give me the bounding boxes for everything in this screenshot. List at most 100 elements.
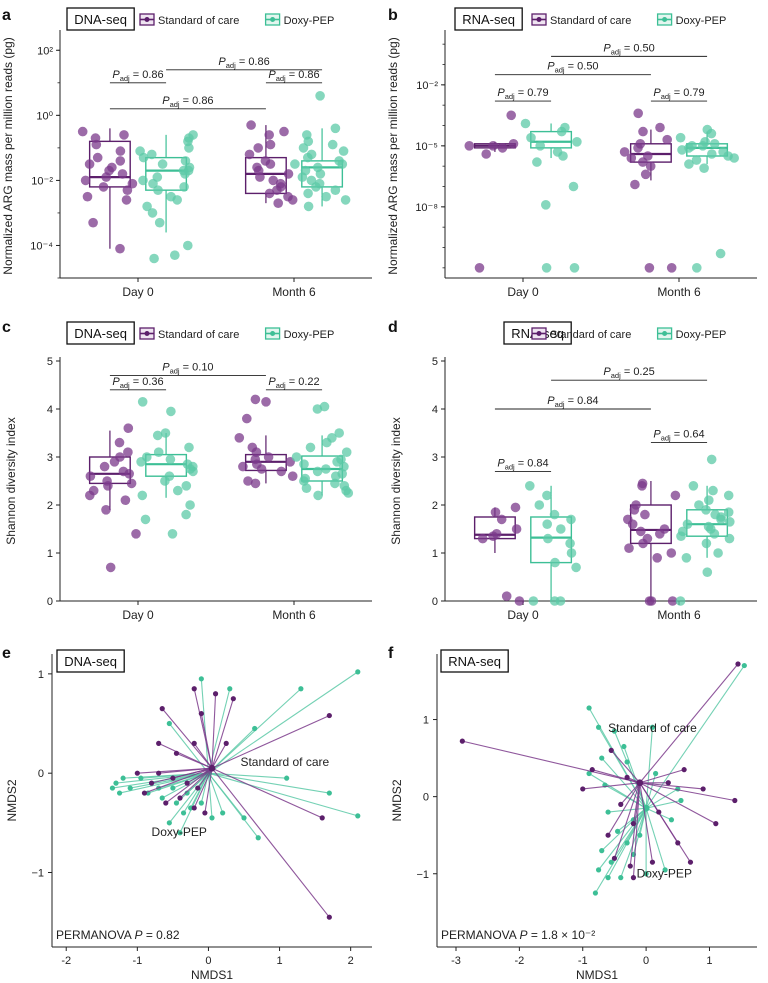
- panel-b-point-doxy: [715, 248, 726, 259]
- panel-f-point-soc: [611, 855, 618, 861]
- panel-f-point-doxy: [595, 867, 602, 873]
- panel-a-point-soc: [265, 139, 276, 150]
- panel-e-point-doxy: [241, 815, 247, 821]
- panel-c-xtick-label: Day 0: [122, 608, 154, 622]
- panel-b-bracket-pvalue: Padj = 0.79: [497, 87, 548, 101]
- panel-b-point-soc: [626, 153, 637, 163]
- panel-b-point-soc: [644, 263, 655, 273]
- panel-e-spider-doxy: [208, 772, 330, 794]
- panel-f-spider-soc: [639, 782, 704, 790]
- panel-a-point-doxy: [297, 172, 308, 182]
- panel-e-point-soc: [326, 712, 332, 719]
- panel-a-point-doxy: [147, 208, 158, 218]
- panel-e-point-doxy: [220, 810, 226, 816]
- panel-a-point-doxy: [330, 185, 341, 195]
- panel-f-letter: f: [388, 645, 394, 662]
- panel-b-point-doxy: [684, 159, 694, 169]
- panel-a-legend-doxy: Doxy-PEP: [264, 13, 334, 27]
- panel-f-spider-doxy: [598, 807, 647, 871]
- panel-d-legend-doxy: Doxy-PEP: [656, 327, 726, 341]
- panel-c-point-soc: [126, 478, 137, 489]
- panel-f-ytick-label: 0: [423, 792, 429, 804]
- panel-f-spider-soc: [613, 782, 641, 859]
- panel-d-ytick-label: 0: [432, 596, 438, 608]
- panel-c-legend-label-soc: Standard of care: [158, 329, 239, 341]
- panel-d-ytick-label: 5: [432, 356, 438, 368]
- panel-b-point-soc: [508, 139, 519, 149]
- panel-c-bracket-pvalue: Padj = 0.22: [268, 376, 319, 390]
- panel-f-point-soc: [713, 821, 719, 827]
- panel-d-point-soc: [511, 524, 522, 534]
- panel-c-point-doxy: [330, 478, 340, 489]
- panel-e-xtick-label: 2: [348, 955, 354, 967]
- panel-d-bracket-pvalue: Padj = 0.64: [653, 429, 704, 443]
- panel-b-legend-label-soc: Standard of care: [550, 15, 631, 27]
- panel-e-point-soc: [212, 691, 219, 697]
- panel-d-point-doxy: [542, 519, 552, 529]
- panel-b-significance-bracket: Padj = 0.79: [494, 87, 552, 102]
- panel-a-point-soc: [272, 185, 282, 195]
- panel-a-point-doxy: [303, 188, 313, 199]
- panel-a-xtick-label: Month 6: [272, 285, 316, 299]
- panel-a-ytick-label: 10⁰: [36, 110, 53, 122]
- panel-c-y-axis-title: Shannon diversity index: [4, 417, 18, 544]
- panel-a-point-soc: [268, 175, 279, 186]
- panel-a-point-doxy: [338, 146, 349, 156]
- panel-c-point-soc: [242, 413, 252, 424]
- panel-a-legend-label-soc: Standard of care: [158, 15, 239, 27]
- panel-c-point-doxy: [334, 428, 345, 438]
- panel-f-point-soc: [700, 786, 706, 792]
- panel-c-point-soc: [120, 495, 131, 506]
- panel-c-point-doxy: [305, 442, 316, 453]
- panel-f-spider-soc: [620, 782, 641, 805]
- panel-e-centroid-soc: [208, 764, 216, 772]
- panel-a-point-doxy: [147, 149, 157, 160]
- panel-b-legend-soc: Standard of care: [531, 13, 631, 27]
- panel-f-point-doxy: [608, 859, 614, 865]
- panel-d-point-soc: [638, 538, 648, 549]
- panel-b-point-doxy: [569, 263, 580, 273]
- panel-f-point-doxy: [592, 890, 599, 896]
- panel-a-point-doxy: [337, 159, 348, 169]
- panel-c-point-soc: [124, 469, 134, 479]
- panel-e-spider-soc: [158, 767, 213, 774]
- panel-f-spider-doxy: [645, 773, 657, 809]
- panel-f-point-soc: [649, 859, 656, 865]
- panel-f-point-doxy: [605, 875, 611, 881]
- panel-b-point-doxy: [699, 163, 709, 173]
- panel-c-point-soc: [85, 471, 96, 482]
- panel-c-point-doxy: [165, 454, 176, 465]
- panel-b-point-doxy: [568, 181, 579, 192]
- panel-c-legend-swatch-dot-soc: [144, 331, 150, 336]
- panel-e-point-soc: [191, 686, 197, 692]
- panel-a-point-soc: [244, 149, 255, 160]
- panel-f-ytick-label: −1: [416, 869, 429, 881]
- panel-a-point-doxy: [303, 201, 314, 212]
- panel-a-point-soc: [255, 172, 265, 182]
- panel-a-point-doxy: [148, 178, 158, 189]
- panel-a-legend-soc: Standard of care: [139, 13, 239, 27]
- panel-a-point-doxy: [303, 152, 313, 163]
- panel-a-point-doxy: [183, 240, 193, 251]
- panel-a-point-soc: [92, 152, 103, 163]
- panel-f-point-doxy: [649, 724, 656, 730]
- panel-a-point-soc: [264, 130, 275, 140]
- panel-e-point-doxy: [159, 795, 165, 801]
- panel-a-point-doxy: [298, 143, 309, 153]
- panel-f-point-soc: [618, 801, 624, 807]
- panel-f-point-doxy: [678, 797, 684, 804]
- panel-b-point-soc: [464, 141, 475, 151]
- panel-e-point-soc: [177, 795, 183, 801]
- panel-b-point-soc: [633, 108, 643, 119]
- panel-c-point-soc: [250, 478, 261, 489]
- panel-b-ytick-label: 10⁻⁵: [415, 141, 438, 153]
- panel-f-point-doxy: [599, 755, 605, 761]
- panel-b-point-soc: [506, 110, 516, 121]
- panel-a-legend-swatch-dot-doxy: [270, 17, 276, 22]
- panel-c-point-doxy: [152, 430, 163, 441]
- panel-b-ytick-label: 10⁻⁸: [415, 202, 438, 214]
- panel-a-point-soc: [88, 217, 98, 228]
- panel-c-point-doxy: [341, 447, 352, 458]
- panel-f-point-doxy: [614, 828, 621, 834]
- panel-c-point-doxy: [343, 488, 354, 498]
